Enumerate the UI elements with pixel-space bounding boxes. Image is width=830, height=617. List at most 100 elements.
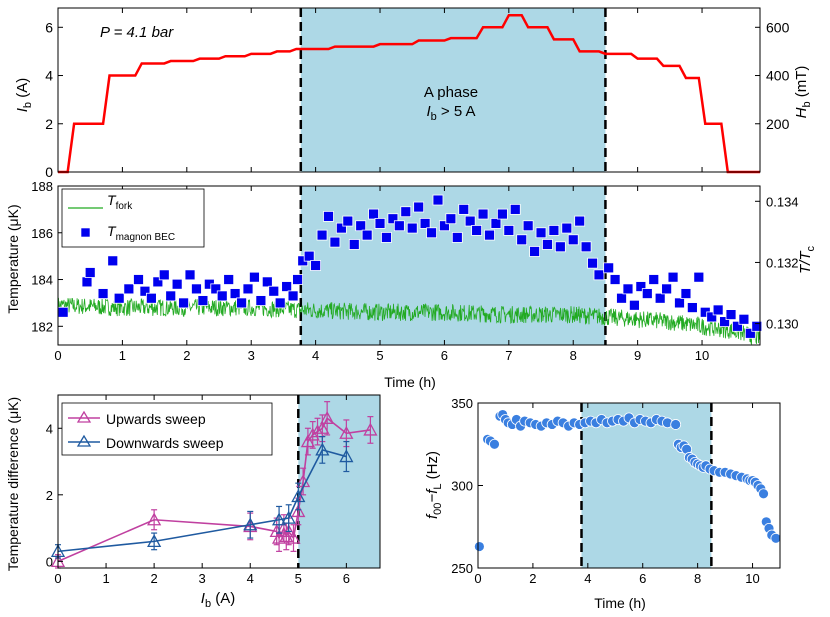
data-point-bec xyxy=(400,206,412,218)
x-tick-label: 10 xyxy=(695,348,709,363)
series-line-Ib xyxy=(58,13,760,174)
y-tick-label: 184 xyxy=(31,273,53,288)
data-point-bec xyxy=(316,229,328,241)
data-point-bec xyxy=(139,285,151,297)
legend-up-marker xyxy=(76,410,92,423)
data-point-bec xyxy=(587,257,598,269)
data-point-bec xyxy=(593,269,605,281)
data-point-bec xyxy=(361,229,373,241)
data-point-triangle xyxy=(339,449,354,463)
x-tick-label: 0 xyxy=(474,571,481,586)
data-point-triangle xyxy=(310,424,325,438)
x-tick-label: 6 xyxy=(343,571,350,586)
x-tick-label: 0 xyxy=(54,571,61,586)
top-annotation: P = 4.1 bar xyxy=(100,24,174,41)
legend-down-marker xyxy=(76,434,92,447)
data-point-freq xyxy=(473,541,485,552)
data-point-bec xyxy=(393,220,405,232)
x-tick-label: 9 xyxy=(634,348,641,363)
data-point-triangle xyxy=(291,489,306,503)
axes-frame xyxy=(57,394,381,569)
data-point-bec xyxy=(451,232,463,243)
data-point-bec xyxy=(490,218,502,229)
shade-label-a-phase: A phase xyxy=(424,84,478,101)
data-point-bec xyxy=(732,320,743,332)
data-point-bec xyxy=(554,241,566,253)
y-tick-label: 400 xyxy=(766,68,790,84)
data-point-triangle xyxy=(305,427,320,441)
y-tick-label: 350 xyxy=(451,396,473,411)
y-tick-label: 2 xyxy=(45,116,53,132)
data-point-bec xyxy=(616,292,627,304)
data-point-bec xyxy=(609,274,621,285)
mid-legend: Tfork Tmagnon BEC xyxy=(61,188,205,248)
y-tick-label: 186 xyxy=(31,226,53,241)
data-point-bec xyxy=(738,313,750,325)
y-tick-label: 600 xyxy=(766,19,790,35)
data-point-bec xyxy=(287,290,299,302)
br-xlabel: Time (h) xyxy=(594,595,646,611)
data-point-bec xyxy=(323,210,334,222)
data-point-bec xyxy=(303,250,315,262)
data-point-bec xyxy=(223,274,235,285)
x-tick-label: 1 xyxy=(102,571,109,586)
shaded-region xyxy=(300,186,606,345)
x-tick-label: 8 xyxy=(570,348,577,363)
y-tick-label: 0.134 xyxy=(766,194,799,209)
bottom-right-panel: 0 2 4 6 8 10 250 300 350 xyxy=(451,396,782,586)
top-ylabel-right: Hb (mT) xyxy=(793,66,813,119)
x-tick-label: 3 xyxy=(248,348,255,363)
axes-frame xyxy=(57,7,761,173)
data-point-bec xyxy=(635,281,647,292)
data-point-bec xyxy=(484,229,495,241)
data-point-bec xyxy=(522,220,534,232)
data-point-bec xyxy=(191,283,202,295)
x-tick-label: 3 xyxy=(199,571,206,586)
data-point-bec xyxy=(574,215,586,227)
shade-label-condition: Ib > 5 A xyxy=(426,103,475,123)
legend-bec-swatch xyxy=(80,227,91,238)
data-point-bec xyxy=(686,302,698,313)
data-point-triangle xyxy=(243,517,258,531)
data-point-bec xyxy=(171,278,183,290)
data-point-bec xyxy=(706,311,718,323)
data-point-bec xyxy=(158,269,170,281)
top-ylabel-left: Ib (A) xyxy=(14,78,34,112)
data-point-bec xyxy=(113,292,125,304)
data-point-bec xyxy=(641,288,653,299)
data-point-bec xyxy=(680,288,692,299)
data-point-bec xyxy=(210,283,222,295)
data-point-bec xyxy=(567,234,579,246)
br-ylabel: f00−fL (Hz) xyxy=(424,451,444,519)
data-point-bec xyxy=(561,222,573,234)
bottom-left-panel: 0 1 2 3 4 5 6 0 2 4 xyxy=(46,394,381,586)
data-point-bec xyxy=(529,246,540,257)
data-point-bec xyxy=(477,208,489,220)
data-point-bec xyxy=(197,295,209,306)
y-tick-label: 188 xyxy=(31,179,53,194)
data-point-triangle xyxy=(147,512,162,526)
data-point-bec xyxy=(426,227,437,239)
y-tick-label: 0.132 xyxy=(766,255,799,270)
data-point-bec xyxy=(751,320,763,332)
data-point-bec xyxy=(184,269,196,281)
data-point-bec xyxy=(439,220,450,232)
data-point-bec xyxy=(629,299,640,311)
data-point-bec xyxy=(725,309,737,321)
data-point-bec xyxy=(744,327,756,339)
data-point-bec xyxy=(145,292,157,304)
data-point-triangle xyxy=(339,425,354,439)
mid-ylabel-right: T/Tc xyxy=(797,246,817,275)
data-point-bec xyxy=(281,281,293,292)
data-point-bec xyxy=(236,297,247,309)
data-point-bec xyxy=(503,225,515,236)
data-point-bec xyxy=(661,283,673,295)
x-tick-label: 6 xyxy=(441,348,448,363)
data-point-triangle xyxy=(315,420,330,434)
data-point-bec xyxy=(355,220,367,232)
data-point-bec xyxy=(255,295,267,306)
data-point-freq xyxy=(758,488,769,500)
data-point-bec xyxy=(84,267,96,278)
data-point-bec xyxy=(274,297,286,309)
